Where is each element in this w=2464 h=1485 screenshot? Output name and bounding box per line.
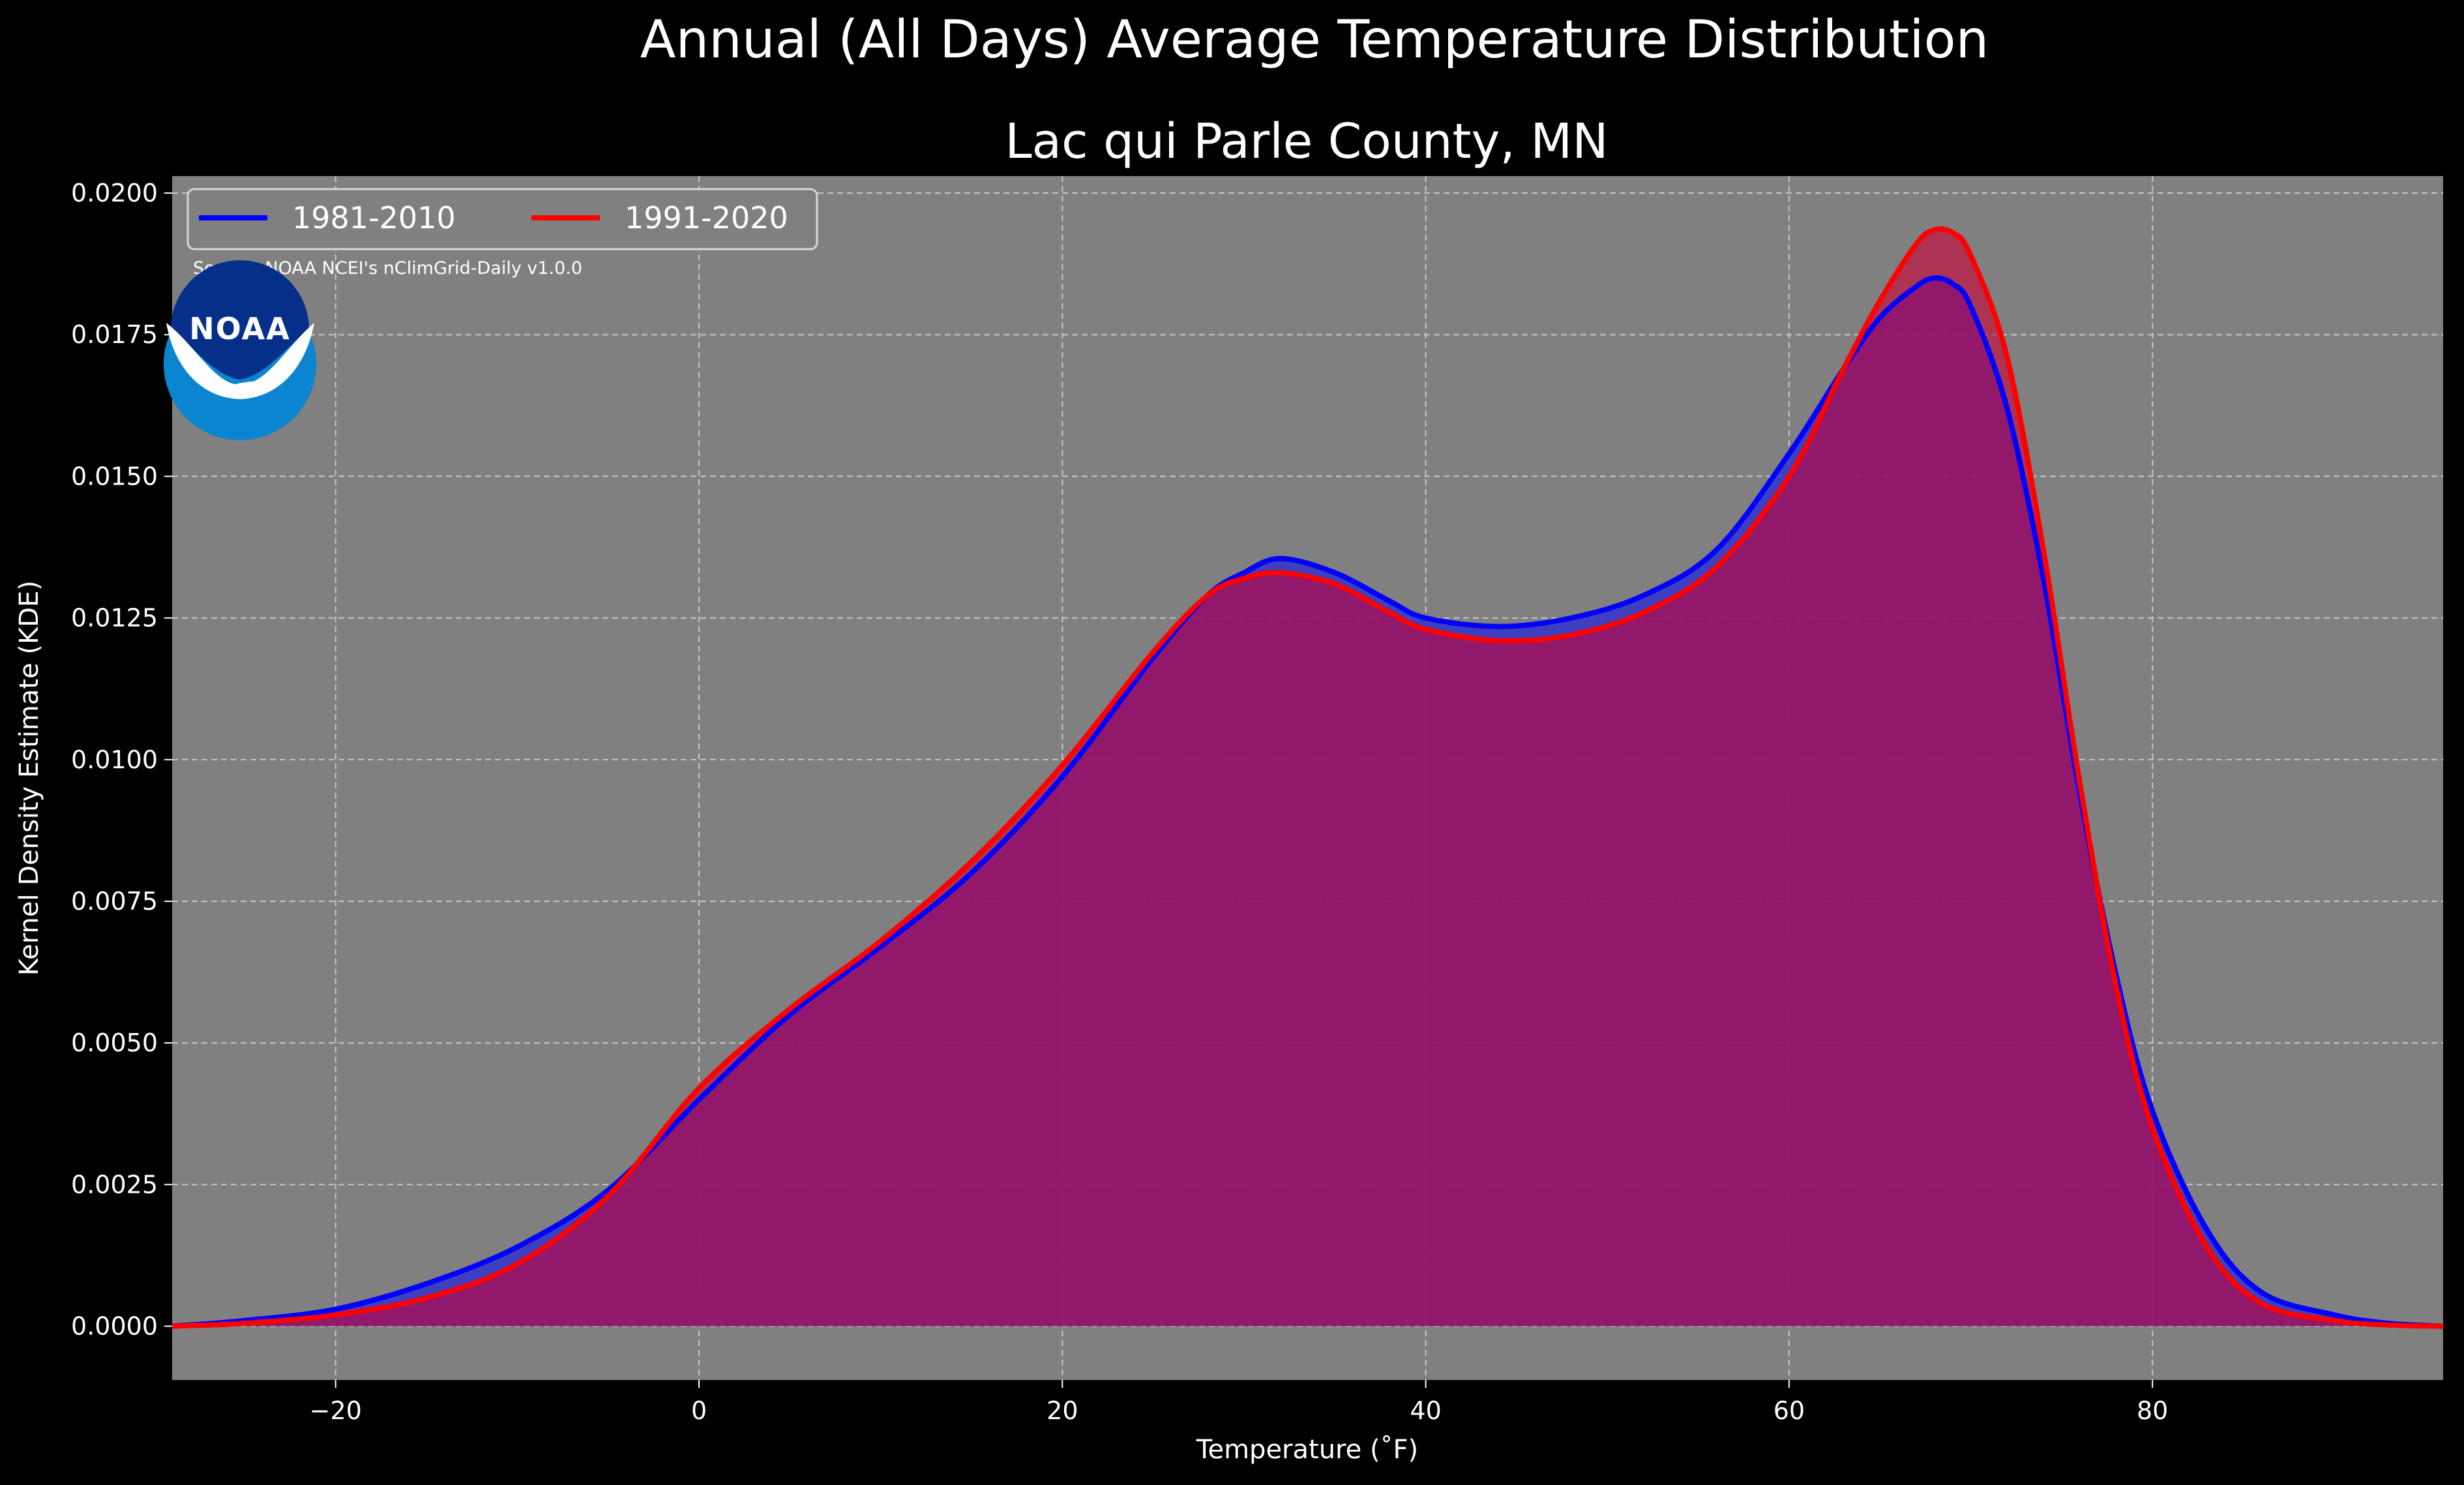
legend: 1981-2010 1991-2020	[186, 188, 818, 250]
y-tick-label: 0.0025	[71, 1170, 158, 1199]
density-line-1991-2020	[171, 226, 2444, 1329]
density-lines	[171, 226, 2444, 1329]
legend-box	[186, 188, 818, 250]
y-tick-label: 0.0125	[71, 604, 158, 633]
x-tick-label: 20	[1046, 1396, 1078, 1425]
legend-label-1991-2020: 1991-2020	[625, 200, 788, 235]
x-tick-label: 80	[2137, 1396, 2168, 1425]
svg-text:NOAA: NOAA	[189, 311, 291, 346]
y-tick-label: 0.0000	[71, 1312, 158, 1340]
chart-subtitle: Lac qui Parle County, MN	[1005, 113, 1608, 170]
y-tick-label: 0.0200	[71, 179, 158, 207]
noaa-logo: NOAA	[164, 260, 316, 440]
y-axis-ticks: 0.0000 0.0025 0.0050 0.0075 0.0100 0.0125 0.01…	[71, 179, 172, 1340]
legend-label-1981-2010: 1981-2010	[292, 200, 456, 235]
x-tick-label: −20	[310, 1396, 362, 1425]
y-tick-label: 0.0100	[71, 745, 158, 774]
x-axis-ticks: −20 0 20 40 60 80	[310, 1380, 2168, 1425]
y-tick-label: 0.0075	[71, 887, 158, 916]
x-tick-label: 0	[691, 1396, 707, 1425]
y-axis-label: Kernel Density Estimate (KDE)	[14, 580, 44, 976]
y-tick-label: 0.0050	[71, 1028, 158, 1057]
chart-title: Annual (All Days) Average Temperature Di…	[640, 9, 1989, 70]
x-tick-label: 40	[1410, 1396, 1441, 1425]
y-tick-label: 0.0175	[71, 320, 158, 349]
x-tick-label: 60	[1774, 1396, 1805, 1425]
y-tick-label: 0.0150	[71, 462, 158, 490]
x-axis-label: Temperature (˚F)	[1196, 1435, 1418, 1465]
